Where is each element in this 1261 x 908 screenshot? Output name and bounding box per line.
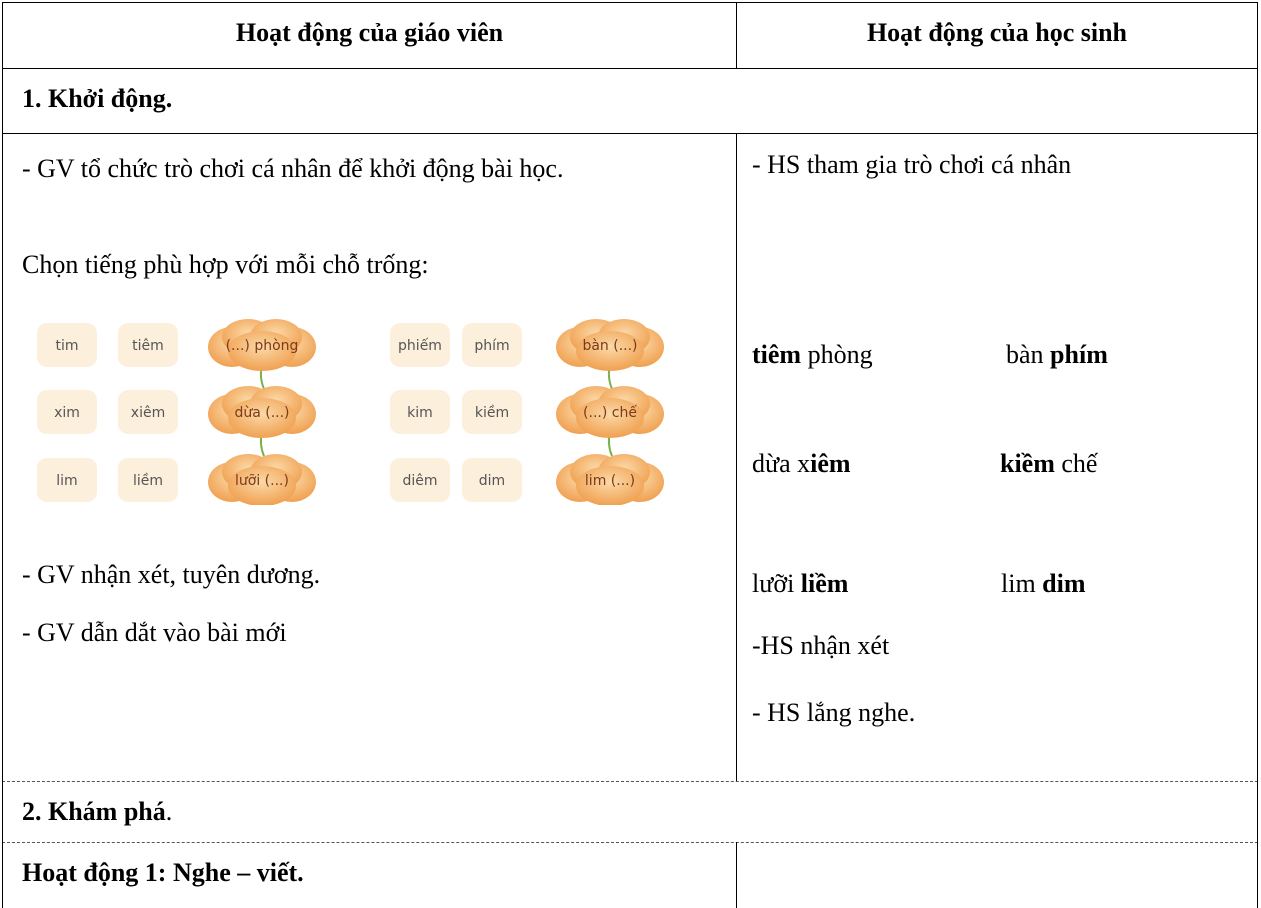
answer-word: phòng [807,340,873,369]
word-tile [118,390,178,434]
tile-text: tiêm [132,338,164,354]
answer-word: lim [1001,569,1036,598]
paragraph: - GV dẫn dắt vào bài mới [22,618,287,647]
section-text: . [165,797,173,826]
flower-petal [228,398,296,438]
tile-text: liềm [133,472,163,489]
word-tile [390,458,450,502]
answer: dừa xiêm [752,449,851,479]
tile-text: dim [479,473,505,489]
tile-text: phím [474,338,509,354]
rule [2,2,1258,3]
answer-word: lưỡi [752,569,795,598]
answer-word: tiêm [752,340,802,369]
tile-text: dừa (...) [234,405,289,421]
tile-text: diêm [402,473,437,489]
paragraph: Chọn tiếng phù hợp với mỗi chỗ trống: [22,250,429,279]
paragraph: - GV tổ chức trò chơi cá nhân để khởi độ… [22,154,564,183]
header-cell: Hoạt động của học sinh [866,18,1128,47]
answer-word: iêm [810,449,851,478]
header-cell: Hoạt động của giáo viên [235,18,504,47]
word-tile [462,390,522,434]
flower-petal [576,398,644,438]
rule [736,842,737,908]
word-tile [462,323,522,367]
flower-petal [228,466,296,505]
tile-text: phiếm [398,337,442,354]
paragraph: -HS nhận xét [752,631,890,660]
tile-text: lim (...) [585,473,635,489]
tile-text: bàn (...) [582,338,637,354]
rule [736,2,737,68]
answer: bàn phím [1006,340,1108,370]
dashed-rule [2,781,1258,782]
section-text: 2. Khám phá [22,797,166,826]
flower-petal [576,331,644,371]
rule [2,133,1258,134]
answer-word: liềm [800,569,849,598]
answer-word: phím [1050,340,1108,369]
answer: tiêm phòng [752,340,873,370]
word-tile [37,458,97,502]
tile-text: (...) chế [583,404,637,421]
word-tile [390,323,450,367]
rule [1257,2,1258,908]
answer-word: chế [1061,449,1098,478]
answer: lưỡi liềm [752,569,848,599]
word-tile [118,323,178,367]
tile-text: lim [56,473,77,489]
paragraph: - GV nhận xét, tuyên dương. [22,560,321,589]
dashed-rule [2,842,1258,843]
tile-text: xiêm [131,405,165,421]
tile-text: kim [407,405,433,421]
rule [2,68,1258,69]
rule [2,2,3,908]
rule [736,133,737,781]
word-tile [462,458,522,502]
word-tile [37,323,97,367]
flower-petal [576,466,644,505]
exercise-image: tim tiêm (...) phòng phiếm phím bàn (...) xim x… [37,319,664,505]
paragraph: - HS tham gia trò chơi cá nhân [752,150,1072,179]
answer-word: dừa x [752,449,811,478]
flower-petal [228,331,296,371]
answer: lim dim [1001,569,1086,599]
section-title: 1. Khởi động. [22,84,173,113]
tile-text: (...) phòng [226,338,299,354]
word-tile [118,458,178,502]
answer: kiềm chế [1000,449,1097,479]
word-tile [390,390,450,434]
paragraph: - HS lắng nghe. [752,698,916,727]
answer-word: kiềm [1000,449,1055,478]
answer-word: bàn [1006,340,1044,369]
tile-text: lưỡi (...) [235,473,289,489]
answer-word: dim [1042,569,1086,598]
section-title: 2. Khám phá. [22,797,172,827]
tile-text: tim [55,338,78,354]
tile-text: kiềm [475,404,509,421]
tile-text: xim [54,405,80,421]
activity-title: Hoạt động 1: Nghe – viết. [22,858,304,887]
word-tile [37,390,97,434]
